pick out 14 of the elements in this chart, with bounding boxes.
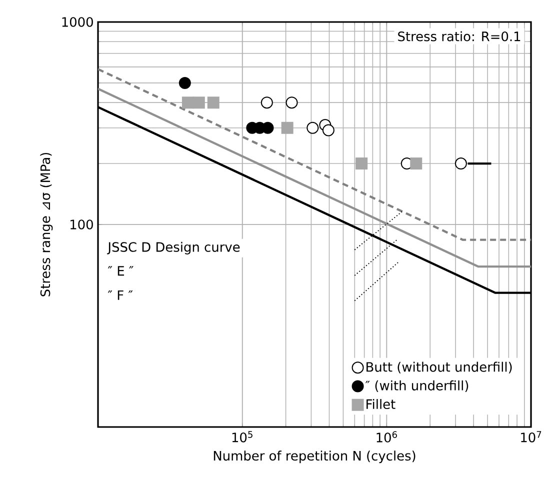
annotation: Stress ratio: R=0.1 [398,31,520,42]
x-tick-label: 10$^{5}$ [232,431,252,442]
y-tick-label: 1000 [62,17,93,27]
annotation: ″ E ″ [108,266,134,276]
annotation: JSSC D Design curve [107,242,240,254]
y-tick-label: 100 [70,220,93,230]
annotation: ″ F ″ [108,290,133,300]
y-axis-title: Stress range ⊿σ (MPa) [40,152,53,296]
x-axis-title: Number of repetition N (cycles) [214,450,416,464]
legend-label: ″ (with underfill) [366,380,468,392]
legend-label: Butt (without underfill) [366,362,512,374]
legend-label: Fillet [366,399,396,410]
x-tick-label: 10$^{6}$ [376,431,397,442]
x-tick-label: 10$^{7}$ [521,431,542,442]
